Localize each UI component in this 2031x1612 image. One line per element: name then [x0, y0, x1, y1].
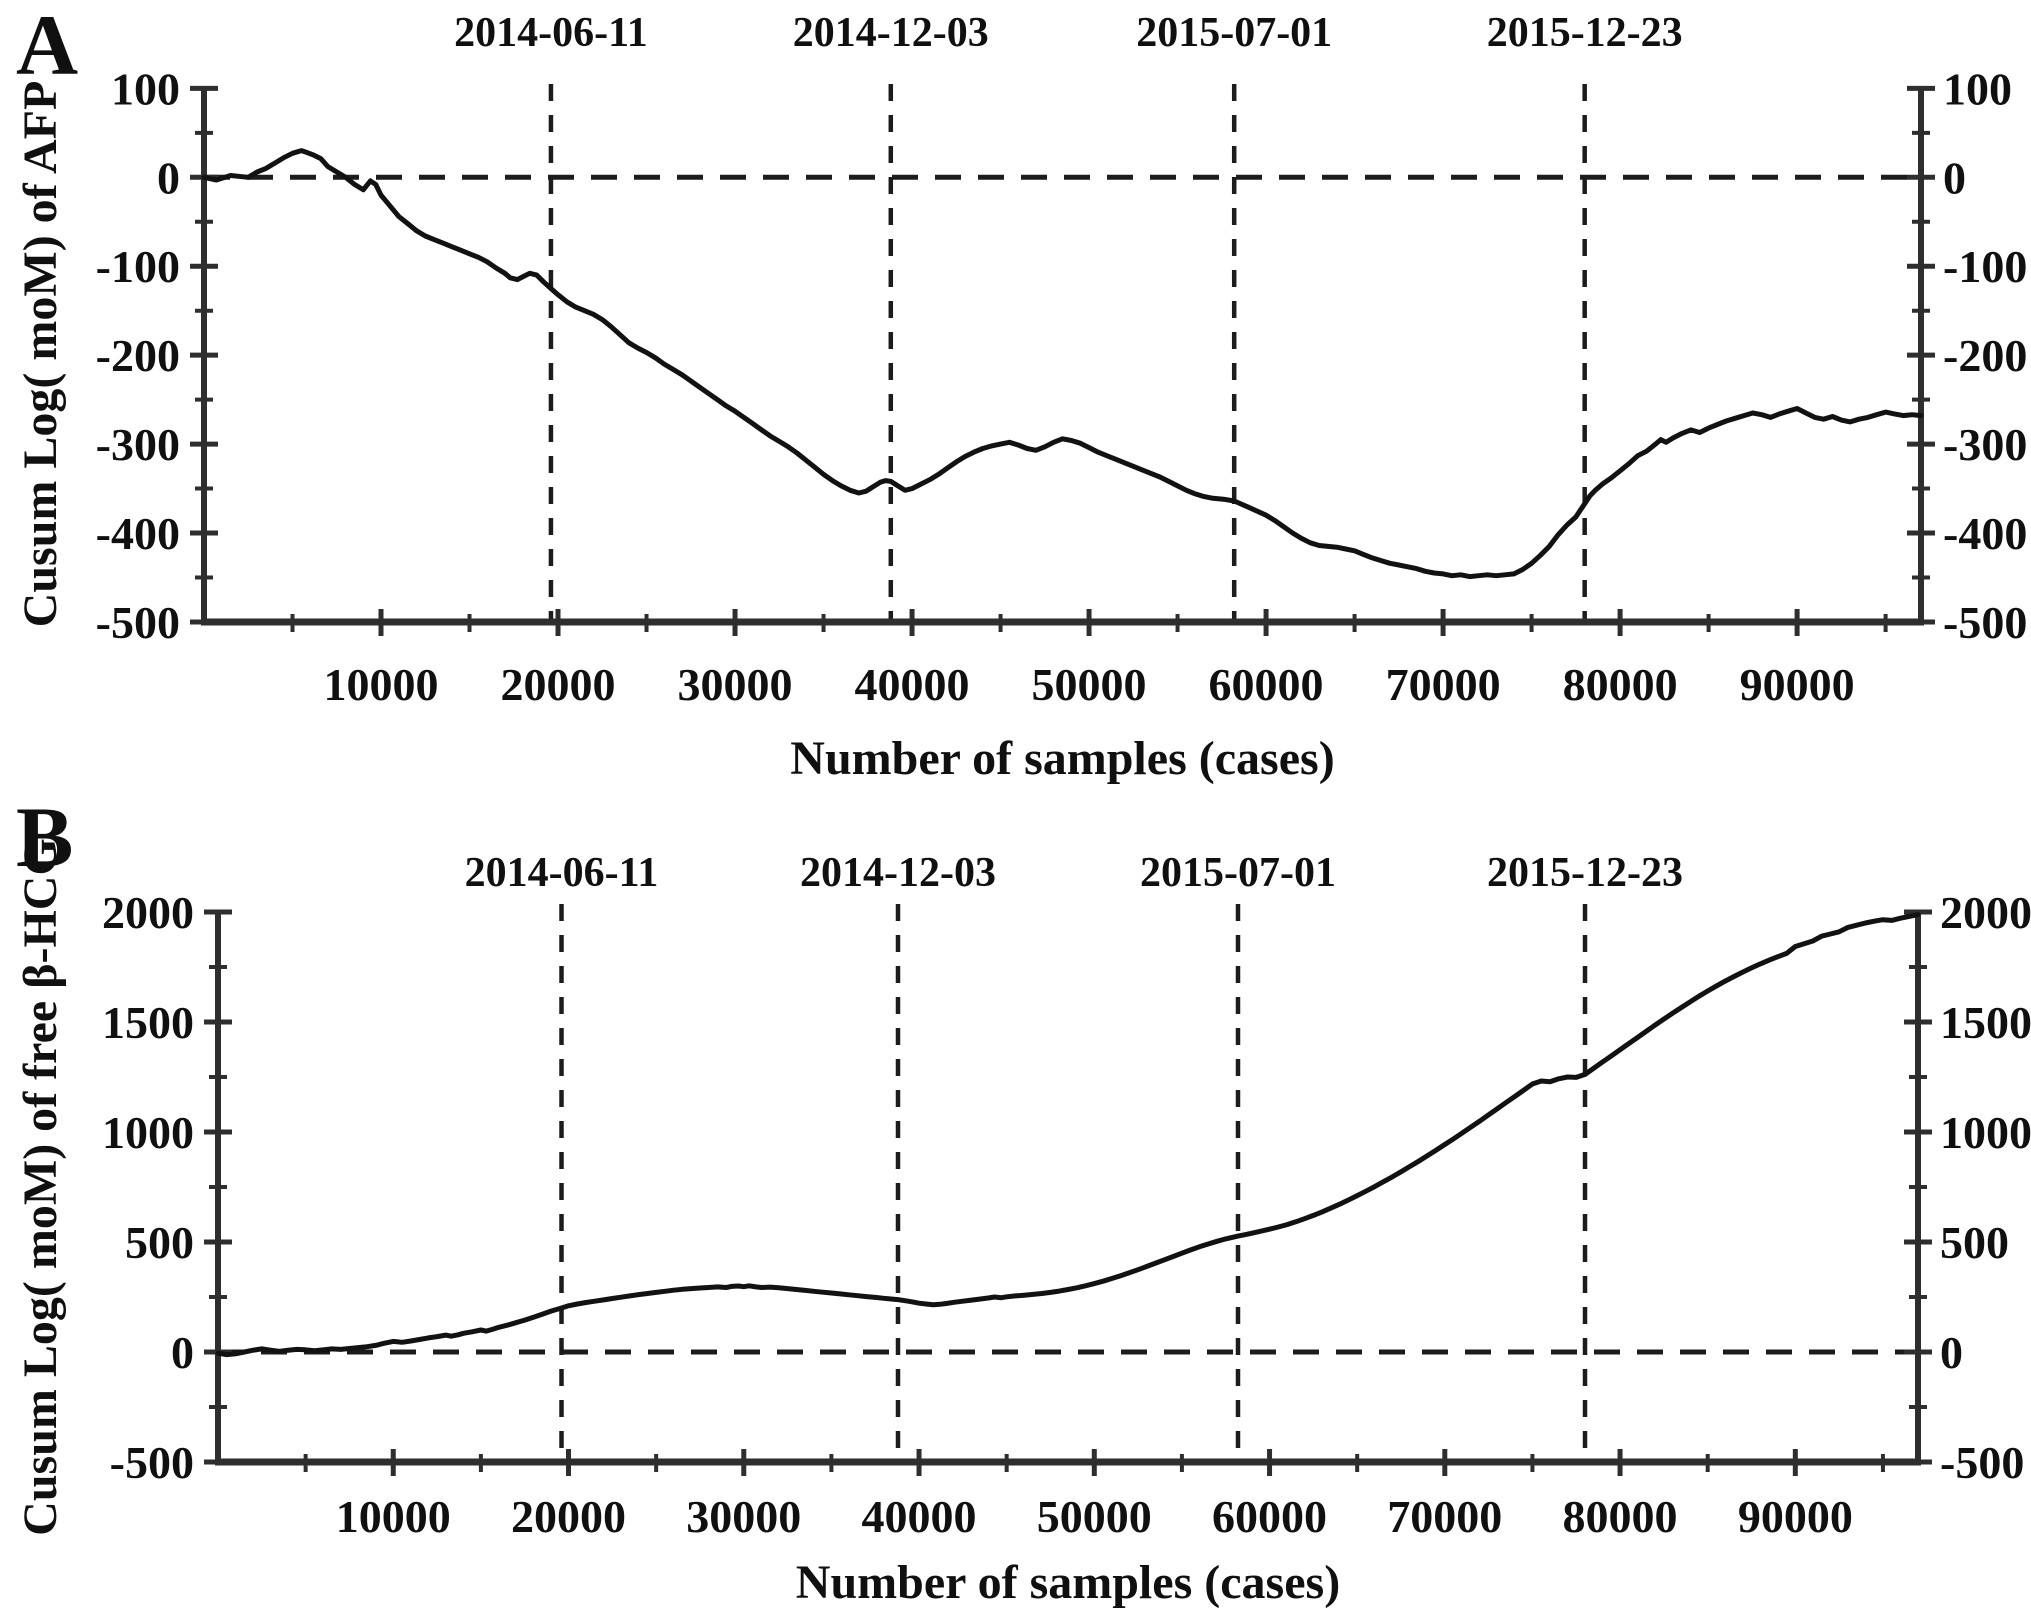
x-tick-label: 50000 [1037, 1491, 1152, 1542]
x-tick-label: 60000 [1209, 659, 1324, 710]
date-label: 2014-06-11 [465, 850, 659, 896]
x-axis-title: Number of samples (cases) [790, 732, 1334, 785]
date-label: 2014-12-03 [793, 10, 989, 56]
y-tick-label-left: -200 [96, 330, 180, 381]
panel-letter-b: B [16, 789, 73, 885]
y-tick-label-right: -300 [1943, 419, 2027, 470]
y-tick-label-right: 0 [1940, 1327, 1963, 1378]
y-tick-label-left: 1500 [102, 997, 194, 1048]
y-tick-label-left: 0 [157, 152, 180, 203]
x-tick-label: 20000 [501, 659, 616, 710]
y-tick-label-left: 0 [171, 1327, 194, 1378]
x-axis-title: Number of samples (cases) [796, 1556, 1340, 1609]
y-tick-label-right: 100 [1943, 63, 2012, 114]
x-tick-label: 40000 [855, 659, 970, 710]
x-tick-label: 80000 [1563, 659, 1678, 710]
x-tick-label: 30000 [686, 1491, 801, 1542]
y-tick-label-left: -100 [96, 241, 180, 292]
y-tick-label-left: -500 [110, 1437, 194, 1488]
y-tick-label-right: 1500 [1940, 997, 2031, 1048]
x-tick-label: 90000 [1740, 659, 1855, 710]
y-tick-label-right: 0 [1943, 152, 1966, 203]
y-tick-label-left: -400 [96, 508, 180, 559]
date-label: 2015-12-23 [1487, 10, 1683, 56]
date-label: 2015-12-23 [1487, 850, 1683, 896]
y-tick-label-left: 2000 [102, 887, 194, 938]
cusum-curve-a [201, 148, 1924, 580]
y-tick-label-left: -500 [96, 597, 180, 648]
x-tick-label: 60000 [1212, 1491, 1327, 1542]
date-label: 2014-12-03 [800, 850, 996, 896]
x-tick-label: 80000 [1563, 1491, 1678, 1542]
x-tick-label: 10000 [336, 1491, 451, 1542]
x-tick-label: 50000 [1032, 659, 1147, 710]
date-label: 2015-07-01 [1140, 850, 1336, 896]
y-tick-label-left: -300 [96, 419, 180, 470]
cusum-curve-b [215, 912, 1921, 1358]
y-tick-label-left: 100 [111, 63, 180, 114]
y-tick-label-left: 1000 [102, 1107, 194, 1158]
y-tick-label-right: -500 [1943, 597, 2027, 648]
date-label: 2015-07-01 [1136, 10, 1332, 56]
y-tick-label-right: 2000 [1940, 887, 2031, 938]
y-axis-title: Cusum Log( moM) of AFP [14, 81, 67, 628]
y-tick-label-left: 500 [125, 1217, 194, 1268]
x-tick-label: 20000 [511, 1491, 626, 1542]
x-tick-label: 30000 [678, 659, 793, 710]
panel-letter-a: A [16, 0, 78, 93]
y-axis-title: Cusum Log( moM) of free β-HCG [14, 838, 67, 1536]
y-tick-label-right: -100 [1943, 241, 2027, 292]
date-label: 2014-06-11 [454, 10, 648, 56]
y-tick-label-right: 500 [1940, 1217, 2009, 1268]
x-tick-label: 40000 [862, 1491, 977, 1542]
y-tick-label-right: -200 [1943, 330, 2027, 381]
y-tick-label-right: -400 [1943, 508, 2027, 559]
x-tick-label: 90000 [1738, 1491, 1853, 1542]
x-tick-label: 10000 [324, 659, 439, 710]
y-tick-label-right: 1000 [1940, 1107, 2031, 1158]
y-tick-label-right: -500 [1940, 1437, 2024, 1488]
x-tick-label: 70000 [1386, 659, 1501, 710]
x-tick-label: 70000 [1387, 1491, 1502, 1542]
